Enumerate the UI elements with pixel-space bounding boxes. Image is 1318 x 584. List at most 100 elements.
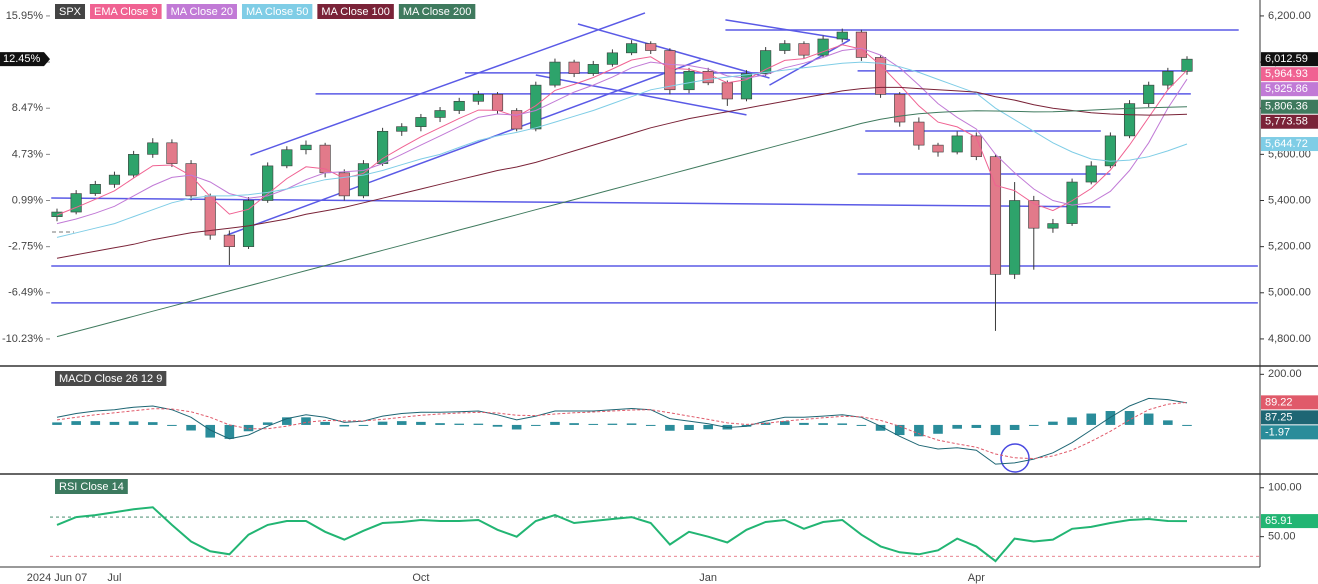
candle-body bbox=[760, 50, 772, 74]
candle-body bbox=[338, 172, 350, 197]
candle-body bbox=[300, 144, 312, 151]
histogram-bar bbox=[511, 424, 522, 430]
histogram-bar bbox=[1009, 424, 1020, 430]
candle-body bbox=[702, 70, 714, 84]
candle-body bbox=[683, 70, 695, 91]
x-tick-label: Jul bbox=[107, 572, 121, 584]
histogram-bar bbox=[416, 421, 426, 425]
candle-body bbox=[357, 163, 370, 197]
histogram-bar bbox=[1124, 411, 1135, 425]
candle-body bbox=[779, 43, 791, 51]
last-value-label: 5,925.86 bbox=[1265, 83, 1308, 95]
pane-title: MACD Close 26 12 9 bbox=[59, 373, 162, 385]
last-value-tag bbox=[1261, 137, 1318, 152]
legend-label: MA Close 100 bbox=[321, 6, 389, 18]
candle-body bbox=[185, 163, 197, 197]
histogram-bar bbox=[894, 424, 905, 436]
y-tick-label: 100.00 bbox=[1268, 482, 1302, 494]
candle-body bbox=[970, 135, 982, 157]
histogram-bar bbox=[339, 424, 350, 427]
histogram-bar bbox=[52, 422, 62, 425]
histogram-bar bbox=[818, 423, 828, 425]
trendline bbox=[51, 197, 1111, 208]
y2-tick-label: -6.49% bbox=[8, 287, 43, 299]
candle-body bbox=[1162, 70, 1174, 86]
candle-body bbox=[262, 165, 274, 201]
histogram-bar bbox=[90, 421, 101, 425]
ma-line bbox=[56, 86, 1188, 259]
candle-body bbox=[836, 31, 848, 40]
y-tick-label: 5,200.00 bbox=[1268, 241, 1311, 253]
histogram-bar bbox=[128, 421, 139, 425]
candle-body bbox=[1009, 200, 1021, 275]
legend-label: EMA Close 9 bbox=[94, 6, 158, 18]
y-tick-label: 4,800.00 bbox=[1268, 333, 1311, 345]
candle-body bbox=[396, 126, 408, 132]
candle-body bbox=[511, 110, 523, 130]
candle-body bbox=[1028, 200, 1040, 229]
y2-tick-label: -2.75% bbox=[8, 241, 43, 253]
histogram-bar bbox=[1067, 417, 1077, 425]
histogram-bar bbox=[301, 417, 311, 425]
candle-body bbox=[491, 94, 504, 111]
candle-body bbox=[798, 43, 810, 56]
histogram-bar bbox=[282, 417, 292, 425]
histogram-bar bbox=[645, 424, 656, 426]
trendline bbox=[535, 74, 747, 116]
last-value-label: 5,806.36 bbox=[1265, 101, 1308, 113]
annotation-circle bbox=[1000, 443, 1030, 473]
legend-box bbox=[55, 4, 86, 19]
histogram-bar bbox=[684, 424, 694, 430]
rsi-line bbox=[56, 506, 1188, 563]
ma-line bbox=[56, 106, 1188, 338]
legend-label: MA Close 20 bbox=[171, 6, 233, 18]
histogram-bar bbox=[875, 424, 886, 431]
candle-body bbox=[1047, 223, 1059, 229]
legend-box bbox=[241, 4, 313, 19]
candle-body bbox=[434, 110, 446, 118]
histogram-bar bbox=[473, 423, 484, 425]
candle-body bbox=[453, 100, 465, 111]
trendline bbox=[250, 12, 646, 156]
y-tick-label: 50.00 bbox=[1268, 531, 1296, 543]
candle-body bbox=[606, 52, 618, 65]
candle-body bbox=[70, 193, 82, 213]
ma-line bbox=[56, 44, 1188, 216]
candle-body bbox=[1143, 84, 1155, 104]
candle-body bbox=[147, 142, 159, 155]
histogram-bar bbox=[243, 424, 254, 432]
y2-tick-label: 15.95% bbox=[6, 10, 44, 22]
last-value-tag bbox=[1261, 114, 1318, 129]
candle-body bbox=[223, 234, 235, 247]
histogram-bar bbox=[550, 421, 560, 425]
histogram-bar bbox=[71, 421, 81, 425]
histogram-bar bbox=[1105, 411, 1116, 425]
histogram-bar bbox=[703, 424, 713, 430]
histogram-bar bbox=[454, 423, 464, 425]
histogram-bar bbox=[531, 424, 541, 426]
histogram-bar bbox=[760, 422, 771, 425]
candle-body bbox=[281, 149, 293, 167]
x-tick-label: Apr bbox=[968, 572, 985, 584]
candle-body bbox=[89, 184, 101, 194]
y2-tick-label: 4.73% bbox=[12, 148, 43, 160]
candle-body bbox=[1123, 103, 1136, 137]
candle-body bbox=[1066, 181, 1078, 224]
last-value-label: 5,644.72 bbox=[1265, 138, 1308, 150]
legend-label: SPX bbox=[59, 6, 82, 18]
histogram-bar bbox=[971, 424, 982, 428]
candle-body bbox=[1181, 58, 1193, 72]
histogram-bar bbox=[1143, 413, 1154, 425]
histogram-bar bbox=[799, 422, 809, 425]
pane-title: RSI Close 14 bbox=[59, 481, 124, 493]
pane-title-box bbox=[55, 479, 128, 494]
histogram-bar bbox=[109, 421, 120, 425]
candle-body bbox=[587, 64, 599, 74]
candle-body bbox=[913, 121, 925, 146]
candle-body bbox=[530, 84, 542, 130]
legend-box bbox=[317, 4, 394, 19]
candle-body bbox=[128, 154, 140, 176]
candle-body bbox=[108, 174, 121, 185]
histogram-bar bbox=[569, 423, 579, 425]
last-value-tag bbox=[1261, 395, 1318, 410]
